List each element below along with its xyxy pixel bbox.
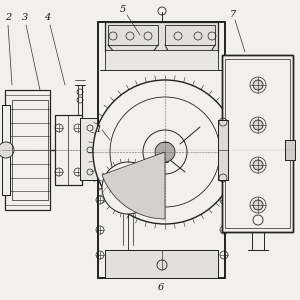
- Text: 5: 5: [120, 5, 126, 14]
- Bar: [105, 50, 218, 70]
- Bar: [80, 118, 100, 180]
- Circle shape: [253, 80, 263, 90]
- Bar: [285, 140, 295, 160]
- Bar: [5, 90, 50, 210]
- Bar: [80, 118, 100, 180]
- Circle shape: [122, 182, 134, 194]
- Bar: [55, 115, 82, 185]
- Circle shape: [253, 120, 263, 130]
- Bar: [285, 140, 295, 160]
- Bar: [98, 22, 225, 278]
- Text: 7: 7: [230, 10, 236, 19]
- Bar: [105, 250, 218, 278]
- Circle shape: [0, 142, 14, 158]
- Circle shape: [253, 160, 263, 170]
- Text: 3: 3: [22, 13, 28, 22]
- Bar: [218, 120, 228, 180]
- Bar: [5, 90, 50, 210]
- Bar: [2, 105, 10, 195]
- Bar: [225, 59, 290, 228]
- Bar: [105, 250, 218, 278]
- Bar: [55, 115, 82, 185]
- Text: 2: 2: [5, 13, 11, 22]
- Text: 6: 6: [158, 283, 164, 292]
- Bar: [12, 100, 48, 200]
- Circle shape: [155, 142, 175, 162]
- Text: 1: 1: [95, 125, 101, 134]
- Bar: [222, 55, 293, 232]
- Circle shape: [102, 162, 154, 214]
- Bar: [108, 25, 158, 45]
- Bar: [105, 22, 218, 52]
- Bar: [2, 105, 10, 195]
- Circle shape: [253, 200, 263, 210]
- Bar: [222, 55, 293, 232]
- Bar: [165, 25, 215, 45]
- Circle shape: [93, 80, 237, 224]
- Bar: [218, 120, 228, 180]
- Wedge shape: [102, 152, 165, 219]
- Text: 4: 4: [44, 13, 50, 22]
- Bar: [98, 22, 225, 278]
- Bar: [105, 22, 218, 52]
